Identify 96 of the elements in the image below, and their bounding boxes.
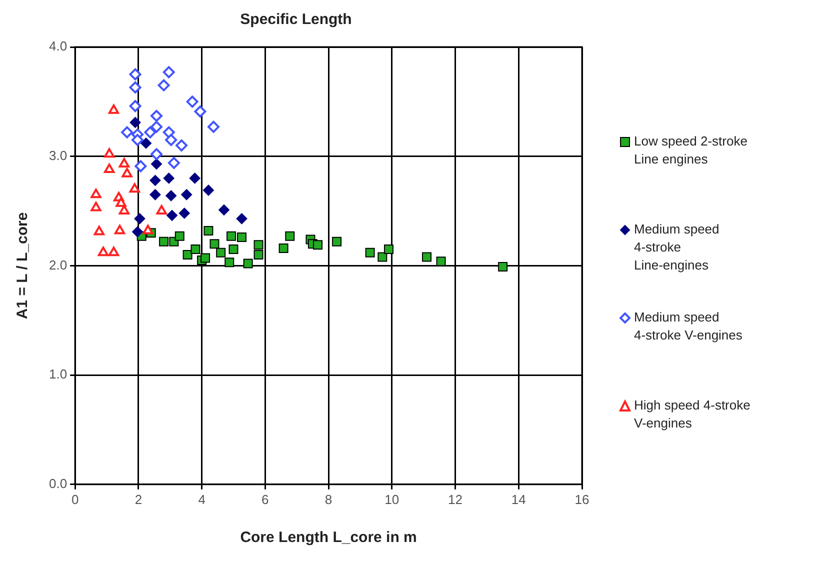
point (165, 134, 178, 146)
point (436, 256, 446, 266)
point (228, 244, 238, 254)
point (243, 258, 253, 268)
point (254, 250, 264, 260)
point (332, 236, 342, 246)
x-tick-label: 10 (384, 492, 400, 507)
point (168, 156, 180, 169)
y-tick-label: 0.0 (48, 476, 68, 491)
point (278, 243, 288, 253)
point (204, 226, 214, 236)
point (150, 174, 161, 186)
point (181, 189, 192, 200)
point (384, 244, 394, 254)
point (378, 252, 388, 262)
chart-title: Specific Length (240, 11, 352, 28)
point (144, 126, 156, 138)
point (132, 226, 143, 238)
point (129, 100, 142, 112)
point (129, 68, 142, 80)
point (176, 139, 188, 152)
legend-label: Medium speed 4-stroke Line-engines (634, 222, 720, 273)
point (226, 231, 236, 241)
point (158, 79, 170, 92)
legend-label: High speed 4-stroke V-engines (634, 398, 750, 431)
point (129, 81, 142, 94)
point (150, 120, 162, 133)
point (216, 248, 226, 258)
point (90, 188, 102, 198)
point (178, 208, 190, 219)
x-tick-label: 12 (448, 492, 462, 507)
point (156, 205, 167, 215)
x-axis-title: Core Length L_core in m (240, 529, 417, 546)
point (140, 138, 152, 149)
point (90, 202, 102, 212)
point (118, 158, 130, 168)
point (162, 66, 175, 78)
point (186, 96, 198, 108)
point (108, 104, 120, 114)
point (254, 240, 264, 250)
point (142, 224, 154, 234)
point (189, 172, 200, 184)
point (129, 183, 140, 193)
x-tick-label: 4 (198, 492, 206, 507)
point (208, 120, 220, 133)
point (166, 190, 177, 202)
point (134, 213, 146, 224)
legend-label: Medium speed 4-stroke V-engines (634, 310, 743, 343)
y-tick-label: 2.0 (48, 257, 68, 272)
point (94, 226, 104, 236)
x-tick-label: 6 (262, 492, 269, 507)
point (218, 204, 230, 216)
y-tick-label: 3.0 (48, 148, 68, 163)
point (210, 239, 220, 249)
point (108, 246, 120, 256)
point (365, 248, 375, 258)
point (236, 213, 248, 224)
point (131, 134, 144, 146)
point (174, 231, 184, 241)
x-tick-label: 8 (324, 492, 332, 507)
y-tick-label: 4.0 (48, 38, 68, 54)
point (122, 168, 132, 178)
x-tick-label: 14 (511, 492, 526, 507)
point (182, 250, 192, 260)
point (104, 163, 115, 173)
y-tick-label: 1.0 (48, 366, 68, 382)
point (163, 172, 174, 184)
point (116, 197, 126, 207)
point (190, 244, 200, 254)
point (150, 189, 161, 200)
point (236, 232, 246, 242)
point (498, 262, 508, 272)
point (166, 210, 178, 221)
x-tick-label: 16 (574, 492, 590, 507)
point (118, 205, 130, 215)
point (121, 126, 134, 138)
y-axis-title: A1 = L / L_core (14, 212, 32, 320)
x-tick-label: 0 (71, 492, 79, 507)
point (285, 231, 295, 241)
point (104, 148, 115, 158)
point (134, 160, 147, 172)
legend-label: Low speed 2-stroke Line engines (634, 134, 748, 167)
point (202, 184, 214, 196)
point (422, 252, 432, 262)
x-tick-label: 2 (134, 492, 142, 507)
point (150, 110, 162, 122)
point (224, 258, 234, 268)
point (200, 253, 210, 263)
point (159, 236, 169, 246)
point (130, 116, 141, 128)
point (98, 246, 109, 256)
point (194, 106, 206, 118)
point (313, 240, 323, 250)
point (114, 224, 126, 234)
point (150, 158, 162, 170)
point (150, 148, 162, 160)
